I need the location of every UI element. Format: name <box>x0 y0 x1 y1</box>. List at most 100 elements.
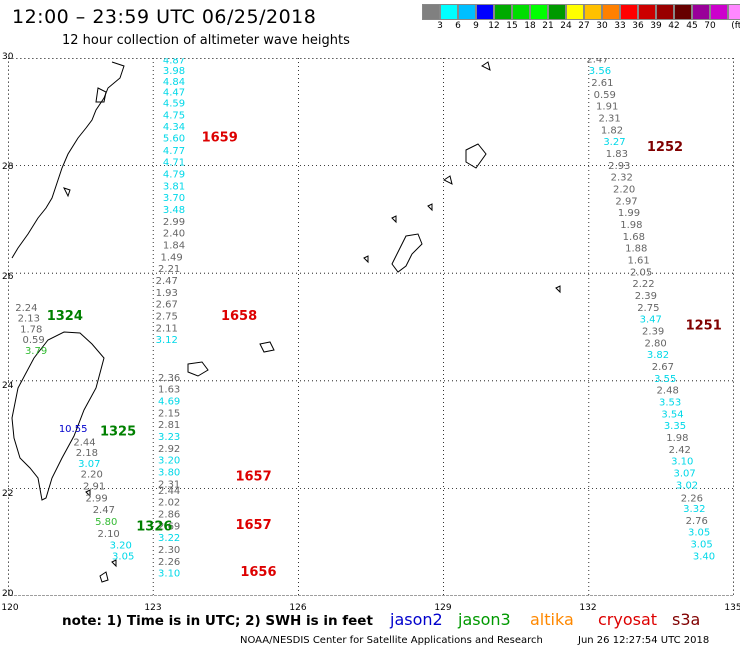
wave-height-value: 2.15 <box>158 408 180 419</box>
wave-height-value: 2.47 <box>586 58 608 65</box>
wave-height-value: 4.75 <box>163 110 185 121</box>
colorbar-swatch <box>620 4 638 20</box>
colorbar-swatch <box>548 4 566 20</box>
colorbar-label: 24 <box>560 21 572 31</box>
island-outline <box>99 571 109 583</box>
wave-height-value: 2.69 <box>158 521 180 532</box>
lon-tick-label: 126 <box>289 603 307 613</box>
wave-height-value: 3.02 <box>676 480 698 491</box>
lon-tick-label: 129 <box>434 603 452 613</box>
wave-height-value: 2.44 <box>158 486 180 497</box>
wave-height-value: 4.34 <box>163 122 185 133</box>
credit-line: NOAA/NESDIS Center for Satellite Applica… <box>240 635 543 646</box>
wave-height-value: 4.71 <box>163 158 185 169</box>
island-outline <box>481 61 491 71</box>
wave-height-value: 2.36 <box>158 373 180 384</box>
pass-time-labels: 1659 1252 1658 1251 1324 1325 1657 1657 1326 1656 <box>47 130 722 580</box>
wave-height-value: 2.86 <box>158 509 180 520</box>
colorbar-swatch <box>638 4 656 20</box>
wave-height-value: 3.05 <box>690 540 712 551</box>
wave-height-value: 5.80 <box>95 517 117 528</box>
pass-time-label: 1658 <box>221 309 257 324</box>
colorbar-swatch <box>530 4 548 20</box>
wave-height-value: 2.75 <box>156 311 178 322</box>
wave-height-value: 2.26 <box>681 493 703 504</box>
island-outline <box>85 489 91 498</box>
okinawa-island-outline <box>391 233 423 273</box>
wave-height-value: 3.22 <box>158 533 180 544</box>
wave-height-value: 4.84 <box>163 77 185 88</box>
wave-height-value: 3.70 <box>163 193 185 204</box>
wave-height-value: 2.18 <box>76 448 98 459</box>
wave-height-value: 2.99 <box>163 217 185 228</box>
pass-time-label: 1324 <box>47 309 83 324</box>
wave-height-value: 3.35 <box>664 421 686 432</box>
wave-height-value: 3.56 <box>589 66 611 77</box>
wave-height-value: 1.68 <box>623 232 645 243</box>
wave-height-value: 2.76 <box>686 516 708 527</box>
wave-height-value: 2.97 <box>615 196 637 207</box>
wave-height-value: 4.79 <box>163 169 185 180</box>
wave-height-value: 3.79 <box>25 346 47 357</box>
chart-subtitle: 12 hour collection of altimeter wave hei… <box>62 33 350 48</box>
colorbar-swatch <box>710 4 728 20</box>
chart-title: 12:00 – 23:59 UTC 06/25/2018 <box>12 6 317 28</box>
wave-height-value: 2.75 <box>637 303 659 314</box>
wave-height-value: 2.05 <box>630 267 652 278</box>
colorbar-swatch <box>728 4 740 20</box>
wave-height-value: 2.13 <box>18 314 40 325</box>
lon-tick-label: 132 <box>579 603 597 613</box>
wave-height-value: 2.80 <box>644 338 666 349</box>
kyushu-coastline <box>11 61 125 259</box>
miyako-island-outline <box>259 341 275 353</box>
island-outline <box>63 187 71 198</box>
colorbar-label: 15 <box>506 21 518 31</box>
wave-height-value: 1.61 <box>628 256 650 267</box>
wave-height-value: 10.55 <box>59 424 88 435</box>
pass-time-label: 1252 <box>647 140 683 155</box>
wave-height-value: 2.22 <box>632 279 654 290</box>
wave-height-value: 2.31 <box>158 479 180 490</box>
wave-height-value: 3.54 <box>661 409 683 420</box>
footnote: note: 1) Time is in UTC; 2) SWH is in fe… <box>62 613 373 629</box>
colorbar-label: 36 <box>632 21 644 31</box>
wave-height-value: 1.83 <box>606 149 628 160</box>
wave-height-value: 1.98 <box>620 220 642 231</box>
colorbar-swatch <box>494 4 512 20</box>
wave-height-value: 3.05 <box>688 528 710 539</box>
pass-time-label: 1325 <box>100 425 136 440</box>
colorbar-label: 70 <box>704 21 716 31</box>
wave-height-value: 3.10 <box>158 569 180 580</box>
pass-time-label: 1326 <box>136 519 172 534</box>
wave-height-value: 3.82 <box>647 350 669 361</box>
wave-height-value: 1.91 <box>596 102 618 113</box>
colorbar-label: 39 <box>650 21 662 31</box>
ishigaki-island-outline <box>187 361 209 377</box>
wave-height-value: 3.12 <box>156 335 178 346</box>
legend-altika: altika <box>530 610 574 629</box>
wave-height-value: 2.44 <box>73 437 95 448</box>
wave-height-value: 3.98 <box>163 66 185 77</box>
colorbar-swatch <box>602 4 620 20</box>
wave-height-value: 3.10 <box>671 457 693 468</box>
wave-height-value: 3.32 <box>683 504 705 515</box>
wave-height-value: 3.20 <box>110 541 132 552</box>
legend-cryosat: cryosat <box>598 610 658 629</box>
legend-s3a: s3a <box>672 610 701 629</box>
pass-time-label: 1656 <box>240 565 276 580</box>
wave-height-value: 3.55 <box>654 374 676 385</box>
wave-height-value: 3.47 <box>640 315 662 326</box>
wave-height-value: 2.10 <box>98 529 120 540</box>
wave-height-value: 0.59 <box>23 335 45 346</box>
wave-height-value: 0.59 <box>594 90 616 101</box>
wave-height-value: 2.32 <box>611 173 633 184</box>
amami-island-outline <box>465 143 487 169</box>
taiwan-coastline <box>11 331 105 501</box>
wave-height-value: 1.99 <box>618 208 640 219</box>
colorbar-swatch <box>476 4 494 20</box>
map-frame <box>8 58 734 596</box>
island-outline <box>363 255 369 264</box>
wave-height-value: 5.60 <box>163 133 185 144</box>
colorbar-swatch <box>566 4 584 20</box>
wave-height-value: 2.67 <box>156 300 178 311</box>
